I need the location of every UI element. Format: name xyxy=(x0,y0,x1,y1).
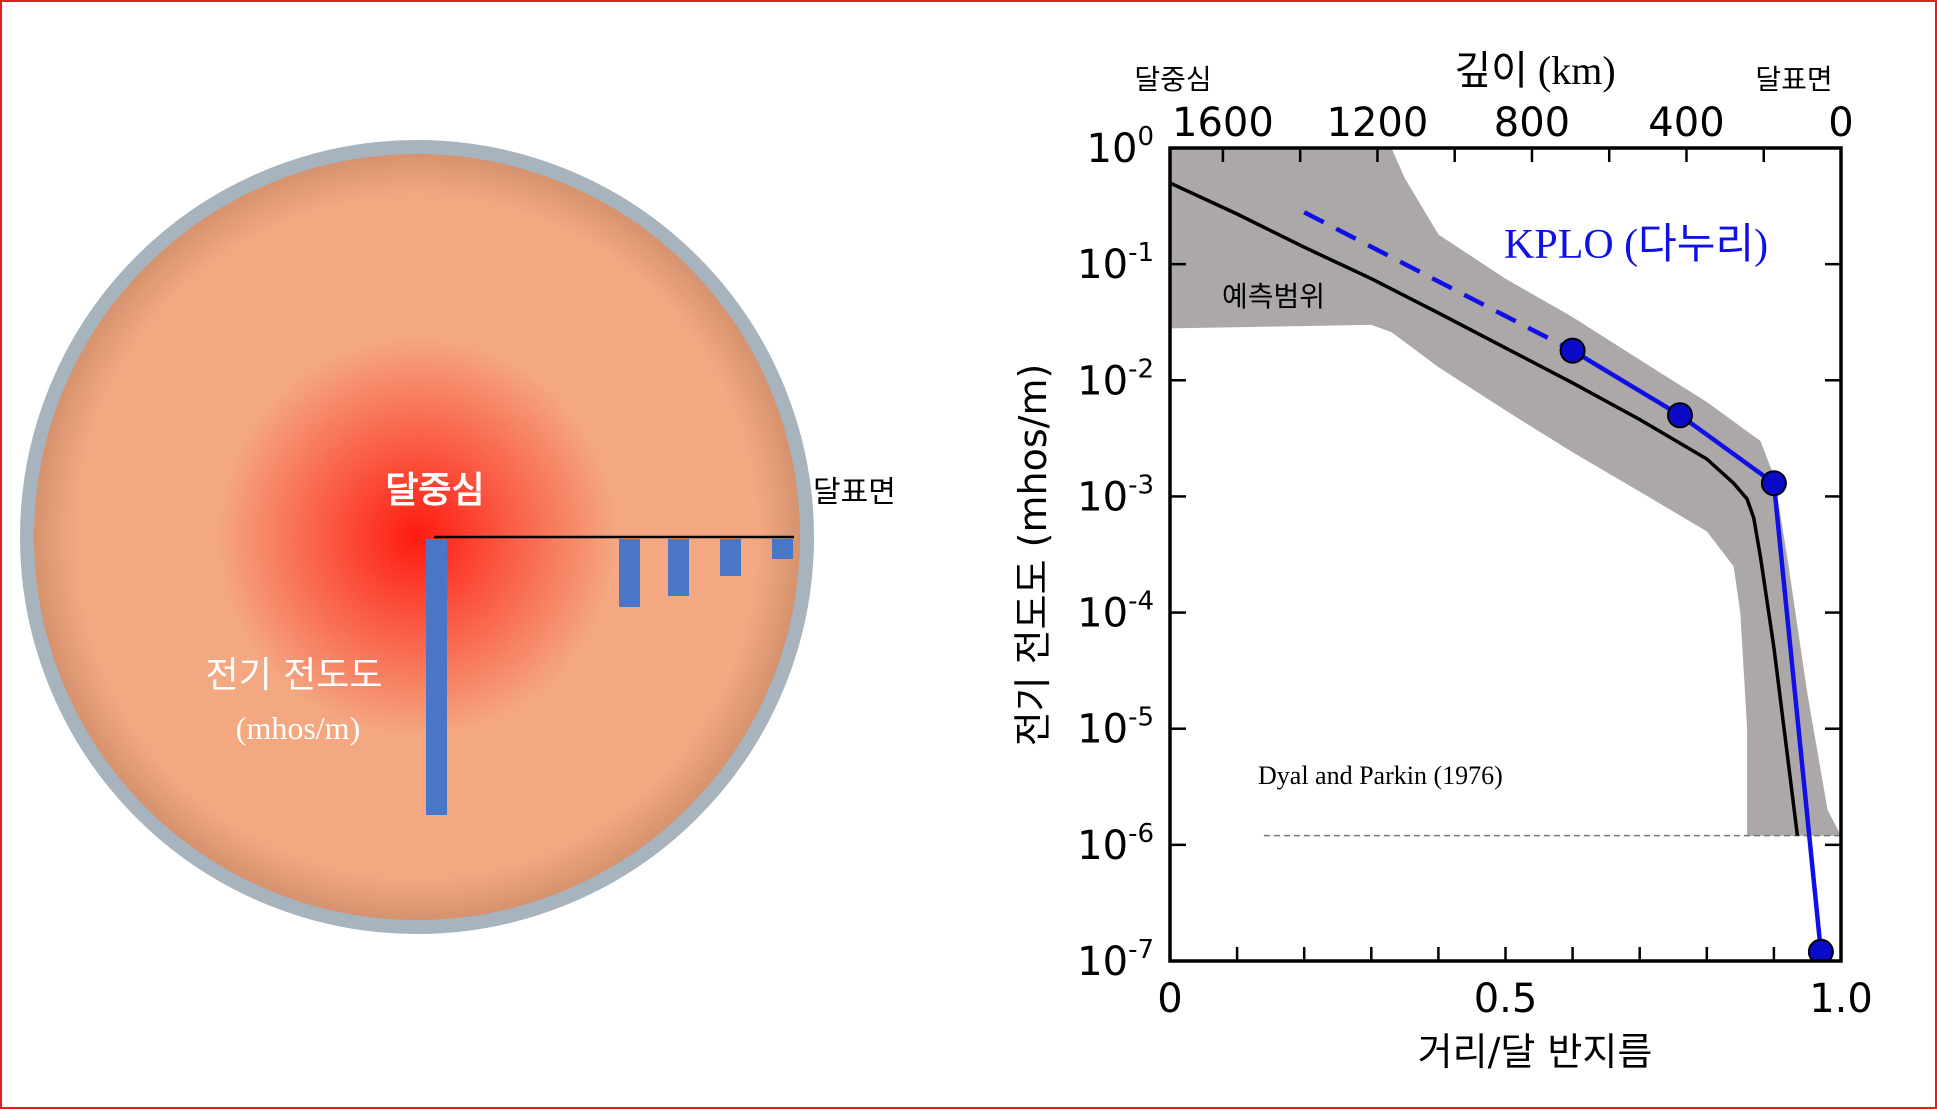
kplo-line xyxy=(1571,348,1824,953)
top-tick-label: 1200 xyxy=(1327,100,1429,146)
kplo-dashed-extrapolation xyxy=(1303,210,1574,353)
x-axis-label: 거리/달 반지름 xyxy=(1418,1030,1653,1074)
reference-label: Dyal and Parkin (1976) xyxy=(1258,761,1503,790)
unit-label: (mhos/m) xyxy=(236,710,360,746)
top-axis-label: 깊이 (km) xyxy=(1454,48,1615,93)
kplo-point xyxy=(1559,337,1586,364)
kplo-point xyxy=(1807,938,1834,961)
top-tick-label: 800 xyxy=(1494,100,1570,146)
band-label: 예측범위 xyxy=(1222,280,1325,313)
top-axis-left-label: 달중심 xyxy=(1134,63,1211,96)
model-curve xyxy=(1170,181,1800,836)
moon-body xyxy=(20,140,814,934)
top-tick-label: 1600 xyxy=(1172,100,1274,146)
conductivity-bar-2 xyxy=(668,539,689,596)
x-tick-label: 0 xyxy=(1157,976,1182,1022)
y-tick-label: 100 xyxy=(1087,122,1154,172)
conductivity-bar-4 xyxy=(772,539,793,559)
surface-label: 달표면 xyxy=(813,475,896,510)
y-tick-label: 10-4 xyxy=(1077,587,1154,637)
moon-diagram: 달중심 달표면 전기 전도도 (mhos/m) xyxy=(20,140,896,934)
y-tick-label: 10-1 xyxy=(1077,238,1154,288)
top-tick-labels: 1600 1200 800 400 0 xyxy=(1172,100,1854,146)
conductivity-label: 전기 전도도 xyxy=(205,655,382,696)
y-axis-label: 전기 전도도 (mhos/m) xyxy=(1011,364,1055,747)
y-tick-label: 10-5 xyxy=(1077,703,1154,753)
y-tick-label: 10-6 xyxy=(1077,819,1154,869)
top-tick-label: 400 xyxy=(1648,100,1724,146)
kplo-points xyxy=(1559,337,1834,961)
x-tick-label: 1.0 xyxy=(1809,976,1873,1022)
conductivity-bar-center xyxy=(426,539,447,815)
kplo-series-label: KPLO (다누리) xyxy=(1504,222,1768,268)
y-tick-label: 10-7 xyxy=(1077,935,1154,985)
plot-area xyxy=(1170,148,1841,961)
kplo-point xyxy=(1666,402,1693,429)
axis-ticks xyxy=(1168,146,1843,963)
y-tick-label: 10-2 xyxy=(1077,354,1154,404)
y-tick-labels: 100 10-1 10-2 10-3 10-4 10-5 10-6 10-7 xyxy=(1077,122,1154,985)
conductivity-bar-3 xyxy=(720,539,741,576)
conductivity-bar-1 xyxy=(619,539,640,607)
kplo-point xyxy=(1760,470,1787,497)
x-tick-labels: 0 0.5 1.0 xyxy=(1157,976,1873,1022)
top-tick-label: 0 xyxy=(1828,100,1853,146)
prediction-band xyxy=(1170,148,1841,836)
center-label: 달중심 xyxy=(385,470,484,511)
top-axis-right-label: 달표면 xyxy=(1755,63,1832,96)
y-tick-label: 10-3 xyxy=(1077,470,1154,520)
x-tick-label: 0.5 xyxy=(1474,976,1538,1022)
